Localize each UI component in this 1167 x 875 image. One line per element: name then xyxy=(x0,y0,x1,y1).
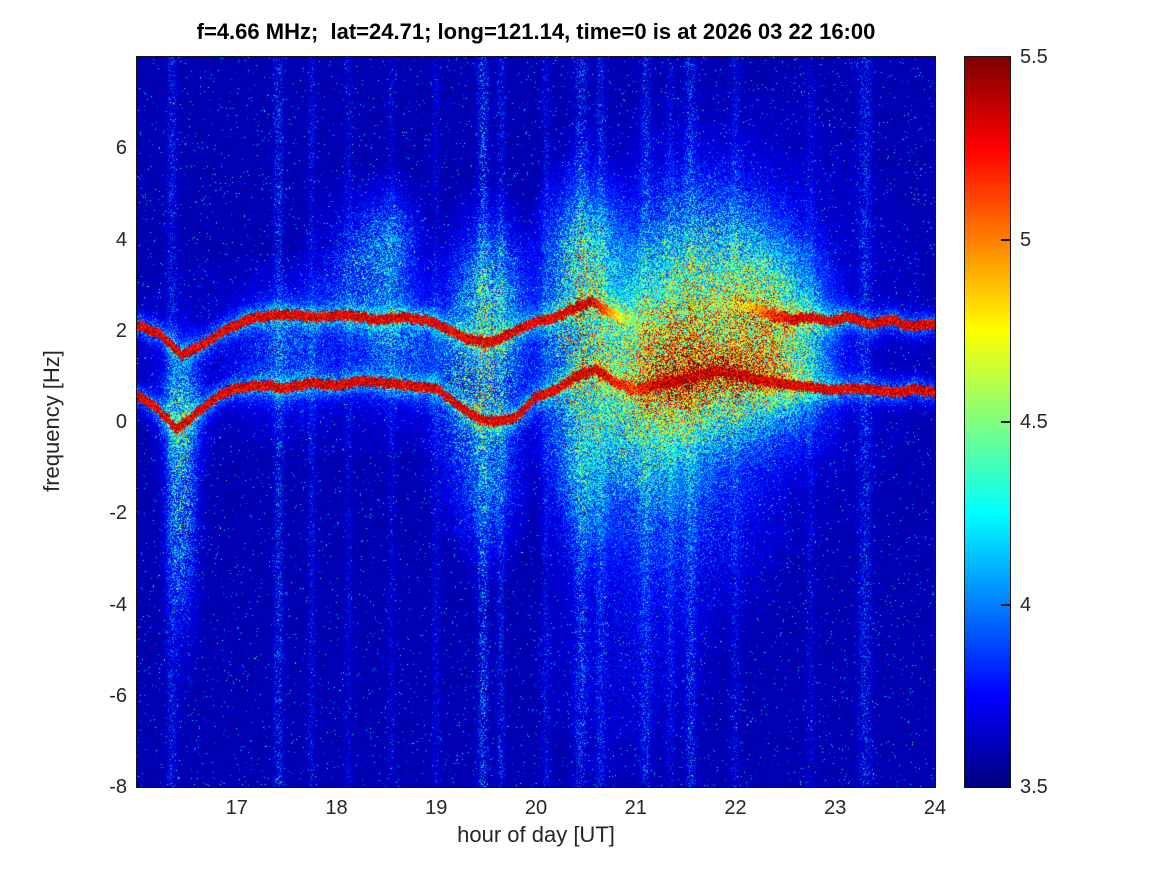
colorbar-tick-label: 3.5 xyxy=(1020,776,1048,798)
colorbar-tick-label: 4 xyxy=(1020,593,1032,616)
x-tick-label: 19 xyxy=(425,797,448,819)
colorbar-tick-label: 5.5 xyxy=(1020,46,1048,68)
colorbar-tickmark xyxy=(1001,238,1010,241)
y-tick-label: 4 xyxy=(115,228,127,251)
x-tick-label: 22 xyxy=(724,797,747,819)
y-tick-label: 0 xyxy=(115,411,127,433)
y-tick-label: 6 xyxy=(115,137,127,160)
y-tick-label: -6 xyxy=(109,684,127,707)
chart-title: f=4.66 MHz; lat=24.71; long=121.14, time… xyxy=(196,19,876,44)
spectrogram-canvas xyxy=(136,56,936,788)
y-tick-label: 2 xyxy=(115,319,127,342)
colorbar-tickmark xyxy=(1001,603,1010,606)
x-axis-label: hour of day [UT] xyxy=(457,822,615,847)
colorbar-tick-label: 4.5 xyxy=(1020,411,1048,433)
x-tick-label: 21 xyxy=(624,797,647,819)
y-tick-label: -4 xyxy=(109,593,127,616)
x-tick-label: 20 xyxy=(524,797,548,819)
x-tick-label: 23 xyxy=(824,797,847,819)
colorbar-tick-label: 5 xyxy=(1020,228,1032,251)
x-tick-label: 17 xyxy=(225,797,248,819)
y-axis-label: frequency [Hz] xyxy=(39,350,64,492)
x-tick-label: 18 xyxy=(325,797,348,819)
x-tick-label: 24 xyxy=(923,797,947,819)
y-tick-label: -8 xyxy=(109,776,127,798)
colorbar-tickmark xyxy=(1001,421,1010,423)
y-tick-label: -2 xyxy=(109,502,127,525)
